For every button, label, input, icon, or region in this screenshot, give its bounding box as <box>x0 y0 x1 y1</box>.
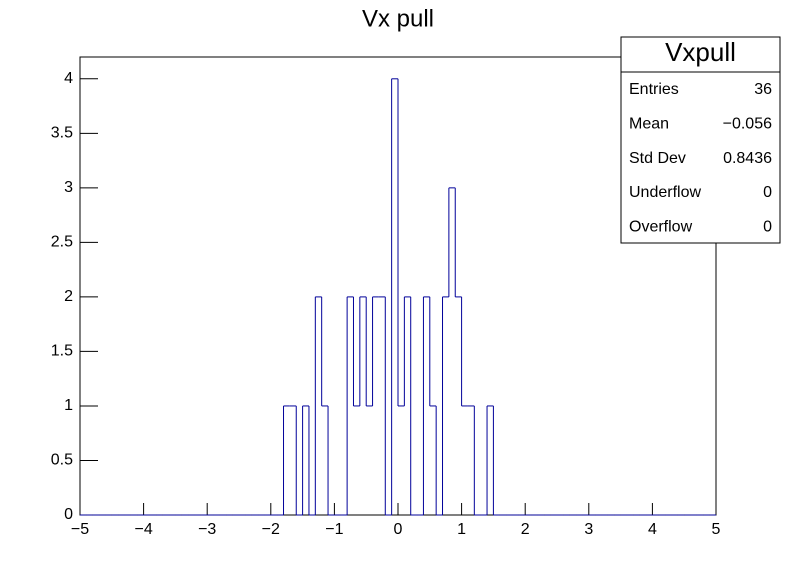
x-tick-label: −5 <box>71 521 89 538</box>
stats-label: Std Dev <box>629 150 686 167</box>
y-tick-label: 4 <box>64 70 73 87</box>
stats-label: Underflow <box>629 184 701 201</box>
stats-title: Vxpull <box>665 37 736 67</box>
stats-value: 0.8436 <box>723 150 772 167</box>
x-tick-label: 0 <box>394 521 403 538</box>
stats-label: Mean <box>629 116 669 133</box>
y-tick-label: 1 <box>64 397 73 414</box>
y-tick-label: 2 <box>64 288 73 305</box>
stats-value: 0 <box>763 218 772 235</box>
stats-value: 36 <box>754 81 772 98</box>
y-tick-label: 3 <box>64 179 73 196</box>
x-tick-label: 1 <box>457 521 466 538</box>
y-tick-label: 1.5 <box>51 343 73 360</box>
x-tick-label: 5 <box>712 521 721 538</box>
x-tick-label: −1 <box>325 521 343 538</box>
x-tick-label: 3 <box>584 521 593 538</box>
x-tick-label: −3 <box>198 521 216 538</box>
stats-label: Entries <box>629 81 679 98</box>
x-tick-label: −4 <box>134 521 152 538</box>
y-tick-label: 0.5 <box>51 452 73 469</box>
stats-value: −0.056 <box>723 116 772 133</box>
x-tick-label: −2 <box>262 521 280 538</box>
chart-title: Vx pull <box>362 5 434 32</box>
y-tick-label: 3.5 <box>51 125 73 142</box>
x-tick-label: 4 <box>648 521 657 538</box>
stats-box <box>620 36 781 244</box>
stats-label: Overflow <box>629 218 693 235</box>
x-tick-label: 2 <box>521 521 530 538</box>
y-tick-label: 2.5 <box>51 234 73 251</box>
y-tick-label: 0 <box>64 506 73 523</box>
stats-value: 0 <box>763 184 772 201</box>
